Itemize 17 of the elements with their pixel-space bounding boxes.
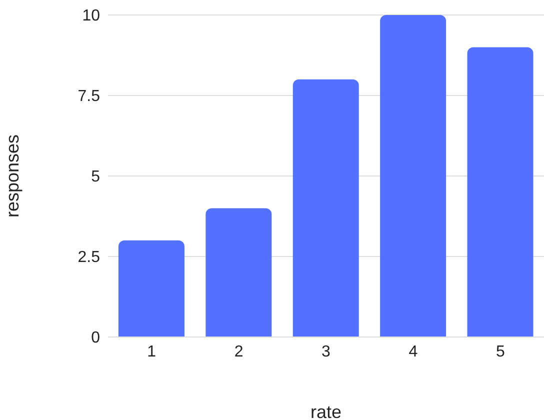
x-tick-label: 3 bbox=[322, 343, 331, 360]
y-tick-label: 0 bbox=[91, 330, 100, 347]
y-tick-label: 7.5 bbox=[78, 88, 100, 106]
x-axis-title: rate bbox=[310, 402, 342, 420]
bar bbox=[380, 15, 446, 337]
y-tick-label: 2.5 bbox=[78, 249, 100, 266]
bar bbox=[206, 208, 272, 337]
x-tick-label: 1 bbox=[147, 343, 156, 360]
y-axis-title: responses bbox=[2, 134, 22, 218]
bar bbox=[118, 240, 184, 337]
bar bbox=[292, 79, 359, 337]
x-tick-label: 4 bbox=[408, 343, 418, 360]
y-tick-label: 5 bbox=[91, 168, 100, 186]
x-tick-label: 2 bbox=[234, 343, 244, 360]
x-tick-label: 5 bbox=[496, 343, 505, 360]
bar bbox=[467, 47, 534, 337]
y-tick-label: 10 bbox=[82, 8, 100, 25]
